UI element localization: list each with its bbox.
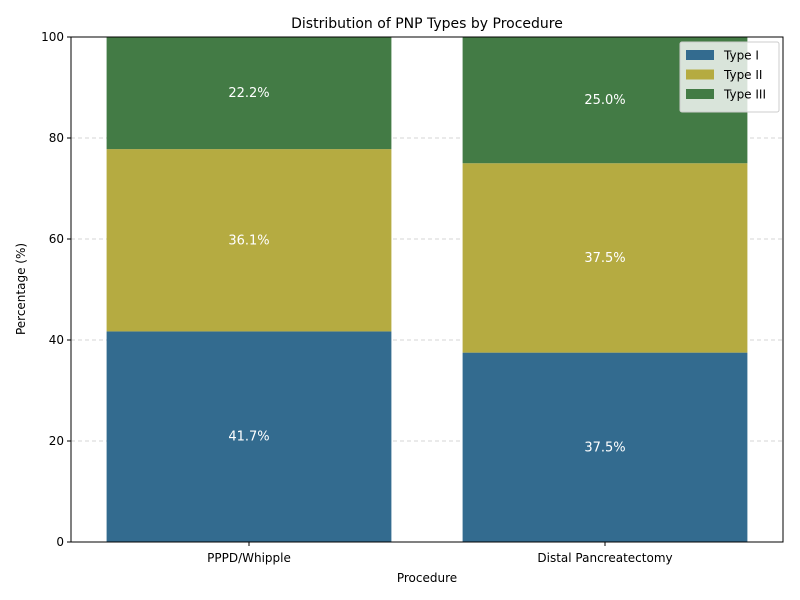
- bar-segment: [106, 37, 392, 150]
- legend-items: Type I Type II Type III: [686, 49, 766, 102]
- y-axis-label: Percentage (%): [14, 243, 28, 335]
- chart-title: Distribution of PNP Types by Procedure: [291, 16, 563, 32]
- bar-value-label: 25.0%: [584, 93, 625, 108]
- bar-segment: [462, 163, 748, 353]
- x-tick-label: PPPD/Whipple: [207, 551, 291, 565]
- x-tick-label: Distal Pancreatectomy: [537, 551, 672, 565]
- legend-swatch: [686, 69, 714, 80]
- data-labels: 41.7% 36.1% 22.2% 37.5% 37.5% 25.0%: [228, 86, 625, 455]
- y-axis-ticks: 0 20 40 60 80 100: [41, 30, 71, 549]
- y-tick-label: 80: [49, 131, 64, 145]
- y-tick-label: 100: [41, 30, 64, 44]
- legend-label: Type III: [723, 88, 766, 102]
- legend-swatch: [686, 89, 714, 99]
- bar-value-label: 41.7%: [228, 430, 269, 445]
- x-axis-label: Procedure: [397, 571, 457, 585]
- bar-segment: [462, 352, 748, 542]
- y-tick-label: 20: [49, 434, 64, 448]
- legend-swatch: [686, 50, 714, 60]
- bar-segment: [106, 331, 392, 542]
- y-tick-label: 0: [56, 535, 64, 549]
- y-tick-label: 60: [49, 232, 64, 246]
- legend-label: Type I: [723, 49, 759, 63]
- x-axis-ticks: PPPD/Whipple Distal Pancreatectomy: [207, 542, 673, 565]
- bar-value-label: 37.5%: [584, 251, 625, 266]
- bar-value-label: 36.1%: [228, 233, 269, 248]
- bar-segment: [106, 149, 392, 332]
- legend: Type I Type II Type III: [679, 41, 780, 113]
- bar-value-label: 22.2%: [228, 86, 269, 101]
- legend-label: Type II: [723, 68, 762, 82]
- y-tick-label: 40: [49, 333, 64, 347]
- bar-value-label: 37.5%: [584, 440, 625, 455]
- bars: [106, 37, 748, 542]
- plot-frame: [70, 36, 784, 543]
